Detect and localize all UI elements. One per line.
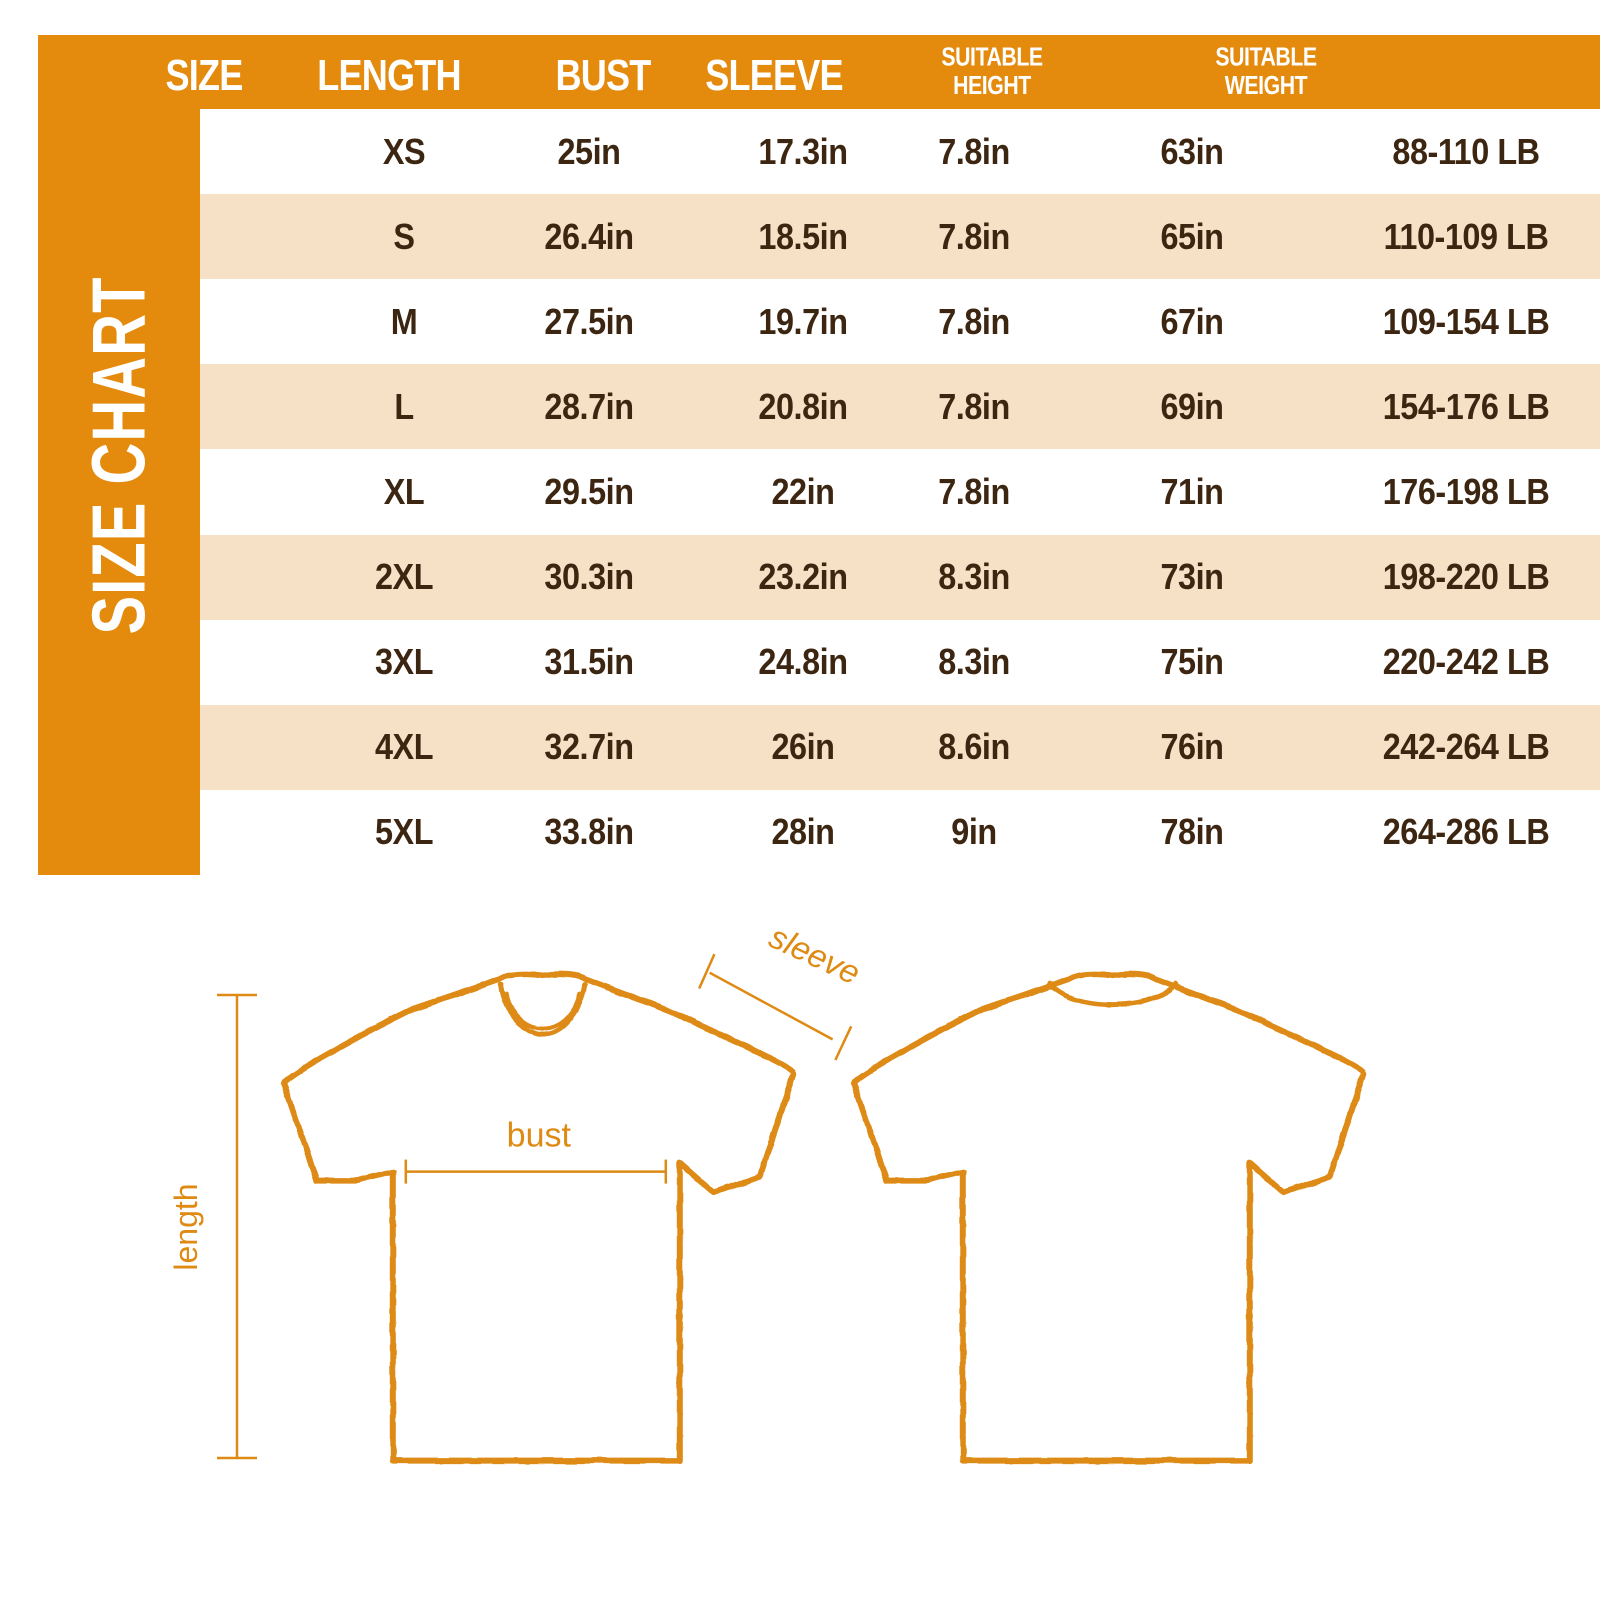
svg-text:bust: bust <box>507 1117 572 1155</box>
svg-text:length: length <box>168 1183 204 1270</box>
svg-text:sleeve: sleeve <box>764 918 866 992</box>
